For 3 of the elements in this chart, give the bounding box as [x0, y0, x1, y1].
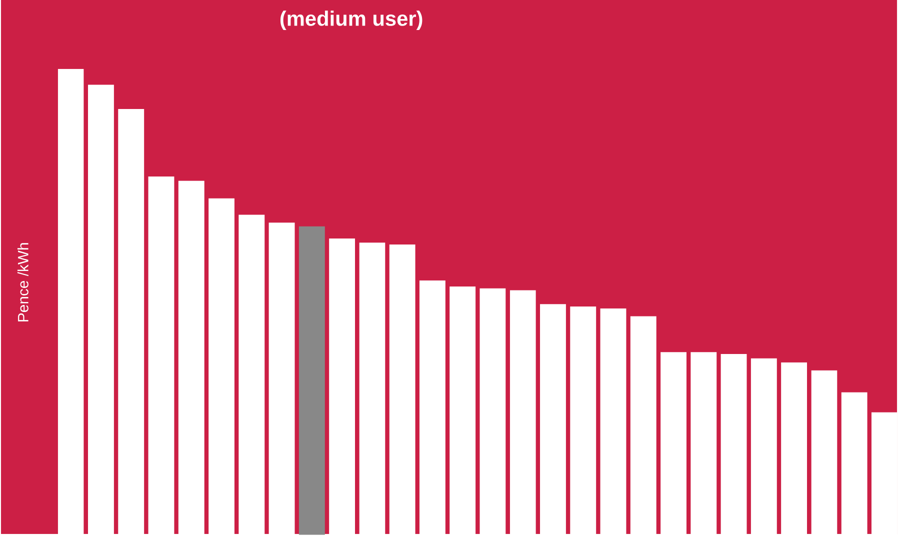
bar — [298, 226, 325, 535]
y-axis-title: Pence /kWh — [17, 243, 28, 322]
chart-title: (medium user) — [280, 10, 422, 30]
